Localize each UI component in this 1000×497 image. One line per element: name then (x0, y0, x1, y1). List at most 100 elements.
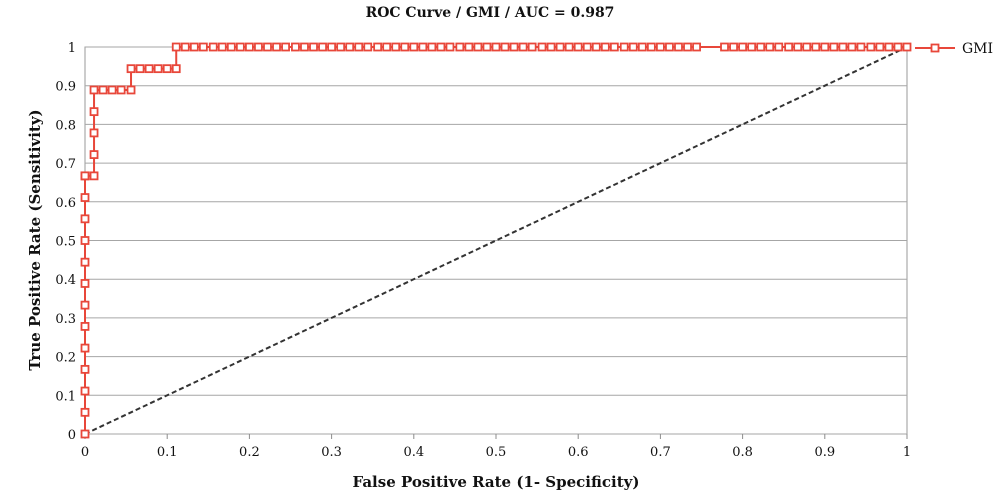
y-tick-label: 0.9 (55, 80, 76, 95)
data-point (793, 42, 803, 52)
x-tick-label: 0.9 (814, 445, 835, 460)
data-point (646, 42, 656, 52)
data-point (171, 42, 181, 52)
data-point (500, 42, 510, 52)
data-point (820, 42, 830, 52)
data-point (318, 42, 327, 52)
x-tick-label: 0.4 (403, 445, 424, 460)
data-point (281, 42, 290, 52)
data-point (856, 42, 866, 52)
data-point (135, 64, 145, 74)
chart-title: ROC Curve / GMI / AUC = 0.987 (366, 5, 615, 21)
data-point (765, 42, 775, 52)
data-point (509, 42, 519, 52)
legend: GMI (915, 41, 993, 57)
data-point (162, 64, 172, 74)
x-tick-label: 0.3 (321, 445, 342, 460)
data-point (80, 429, 90, 439)
data-point (80, 171, 90, 181)
data-point (89, 128, 99, 138)
data-point (811, 42, 821, 52)
y-tick-label: 0.3 (55, 312, 76, 327)
data-point (720, 42, 729, 52)
data-point (363, 42, 373, 52)
data-point (373, 42, 383, 52)
y-tick-label: 0.6 (55, 196, 76, 211)
x-axis-ticks: 0 0.1 0.2 0.3 0.4 0.5 0.6 0.7 0.8 0.9 1 (81, 434, 911, 460)
y-tick-label: 0.8 (55, 118, 76, 133)
data-point (80, 322, 90, 331)
data-point (455, 42, 465, 52)
data-point (527, 42, 537, 52)
data-point (546, 42, 556, 52)
data-point (126, 64, 136, 74)
data-point (208, 42, 218, 52)
legend-marker (930, 43, 940, 53)
data-point (564, 42, 574, 52)
data-point (153, 64, 163, 74)
data-point (591, 42, 601, 52)
data-point (189, 42, 199, 52)
x-tick-label: 0.7 (650, 445, 671, 460)
data-point (171, 64, 181, 74)
data-point (254, 42, 263, 52)
data-point (80, 214, 90, 224)
data-point (902, 42, 912, 52)
data-point (80, 386, 90, 396)
y-tick-label: 0.5 (55, 235, 76, 250)
data-point (263, 42, 272, 52)
data-point (89, 150, 99, 159)
data-point (80, 257, 90, 267)
data-point (473, 42, 483, 52)
data-point (300, 42, 309, 52)
data-point (98, 85, 108, 95)
data-point (829, 42, 839, 52)
data-point (774, 42, 784, 52)
x-tick-label: 0 (81, 445, 89, 460)
y-tick-label: 0.1 (55, 389, 76, 404)
data-point (80, 279, 90, 288)
data-point (345, 42, 355, 52)
data-point (729, 42, 738, 52)
data-point (409, 42, 419, 52)
data-point (665, 42, 674, 52)
data-point (784, 42, 794, 52)
data-point (116, 85, 126, 95)
data-point (180, 42, 190, 52)
data-point (683, 42, 692, 52)
data-point (126, 85, 136, 95)
data-point (235, 42, 245, 52)
data-point (847, 42, 857, 52)
data-point (692, 42, 701, 52)
data-point (464, 42, 474, 52)
data-point (573, 42, 583, 52)
data-point (756, 42, 766, 52)
data-point (327, 42, 337, 52)
data-point (884, 42, 894, 52)
x-tick-label: 0.1 (157, 445, 178, 460)
x-tick-label: 0.6 (568, 445, 589, 460)
data-point (619, 42, 629, 52)
data-point (555, 42, 565, 52)
data-point (674, 42, 683, 52)
data-point (144, 64, 154, 74)
data-point (802, 42, 812, 52)
data-point (582, 42, 592, 52)
data-point (491, 42, 501, 52)
data-point (738, 42, 747, 52)
data-point (80, 193, 90, 202)
data-point (609, 42, 619, 52)
x-tick-label: 0.2 (239, 445, 260, 460)
x-axis-title: False Positive Rate (1- Specificity) (353, 473, 640, 491)
y-axis-title: True Positive Rate (Sensitivity) (26, 109, 44, 370)
data-point (445, 42, 455, 52)
x-tick-label: 0.8 (732, 445, 753, 460)
y-tick-label: 0.4 (55, 273, 76, 288)
data-point (226, 42, 236, 52)
data-point (436, 42, 446, 52)
data-point (89, 85, 99, 95)
gridlines (85, 46, 907, 435)
y-tick-label: 0 (68, 428, 76, 443)
